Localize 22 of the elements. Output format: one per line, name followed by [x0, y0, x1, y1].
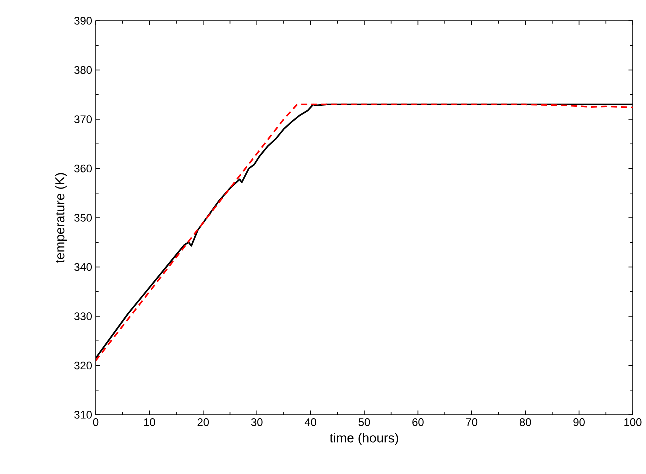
x-tick-label: 30: [251, 418, 263, 426]
x-tick-label: 60: [412, 418, 424, 426]
x-tick-label: 70: [466, 418, 478, 426]
x-tick-label: 80: [520, 418, 532, 426]
y-tick-label: 350: [74, 214, 92, 222]
x-tick-label: 90: [574, 418, 585, 426]
x-tick-label: 40: [304, 418, 316, 426]
x-axis-title: time (hours): [330, 433, 398, 446]
y-tick-label: 380: [74, 66, 92, 74]
y-tick-label: 360: [74, 164, 92, 173]
y-tick-label: 320: [74, 362, 92, 370]
x-tick-label: 10: [144, 418, 156, 426]
x-tick-label: 50: [358, 418, 370, 426]
y-tick-label: 330: [74, 312, 92, 320]
y-tick-label: 310: [74, 411, 92, 419]
x-tick-label: 100: [624, 418, 642, 426]
x-tick-label: 0: [93, 418, 99, 426]
x-tick-label: 20: [198, 418, 210, 426]
y-tick-label: 390: [74, 17, 92, 25]
y-tick-label: 370: [74, 116, 92, 124]
y-tick-label: 340: [74, 263, 92, 272]
y-axis-title: temperature (K): [55, 173, 68, 264]
